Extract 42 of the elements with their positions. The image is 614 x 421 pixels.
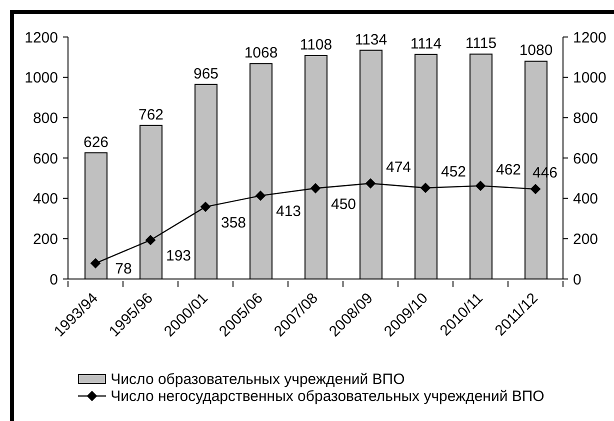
data-label: 762 [138, 106, 164, 124]
y2-tick-label: 0 [573, 271, 582, 288]
point [476, 180, 486, 191]
point [366, 178, 376, 188]
data-label: 450 [330, 196, 356, 213]
data-label: 1108 [300, 36, 332, 54]
data-label: 1080 [519, 42, 553, 60]
y2-tick-label: 800 [573, 110, 598, 127]
y-tick-label: 0 [50, 271, 58, 288]
y-tick-label: 1000 [24, 70, 58, 87]
y-tick-label: 600 [32, 150, 58, 168]
y2-tick-label: 1200 [573, 29, 606, 46]
y2-tick-label: 600 [573, 150, 598, 168]
point [420, 182, 430, 193]
data-label: 452 [440, 163, 466, 180]
data-label: 193 [166, 248, 192, 265]
y-tick-label: 200 [32, 230, 58, 248]
y2-tick-label: 400 [573, 190, 598, 208]
data-label: 626 [83, 134, 109, 151]
data-label: 78 [115, 260, 132, 278]
y-tick-label: 800 [32, 110, 58, 127]
data-label: 413 [276, 203, 302, 220]
point [530, 184, 540, 194]
point [146, 235, 156, 246]
legend-label: Число образовательных учреждений ВПО [110, 370, 405, 388]
data-label: 462 [496, 161, 522, 178]
data-label: 1134 [354, 31, 388, 48]
point [90, 258, 100, 268]
point [310, 183, 320, 194]
y2-tick-label: 200 [573, 230, 598, 248]
legend-label: Число негосударственных образовательных учреждений ВПО [110, 388, 544, 405]
point [200, 202, 210, 212]
data-label: 965 [193, 65, 219, 82]
point [256, 190, 266, 201]
data-label: 358 [220, 214, 246, 232]
data-label: 1114 [410, 35, 442, 52]
data-label: 474 [386, 158, 412, 176]
data-label: 1115 [465, 35, 497, 52]
data-label: 1068 [244, 44, 278, 62]
y2-tick-label: 1000 [573, 70, 606, 87]
y-tick-label: 400 [32, 190, 58, 208]
y-tick-label: 1200 [24, 29, 58, 46]
